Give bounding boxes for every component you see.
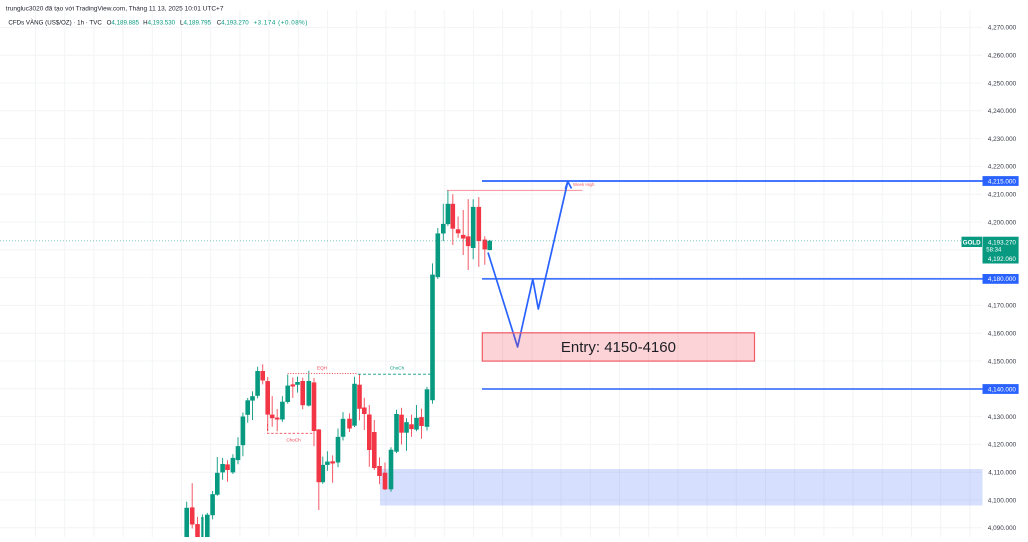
svg-text:4,110.000: 4,110.000 — [988, 470, 1016, 477]
svg-text:4,250.000: 4,250.000 — [988, 80, 1017, 87]
svg-text:4,240.000: 4,240.000 — [988, 108, 1017, 115]
svg-text:trungluc3020 đã tạo với Tradin: trungluc3020 đã tạo với TradingView.com,… — [6, 5, 224, 12]
svg-text:4,220.000: 4,220.000 — [988, 164, 1017, 171]
svg-text:Entry: 4150-4160: Entry: 4150-4160 — [561, 339, 676, 356]
svg-text:ChoCh: ChoCh — [286, 438, 301, 443]
svg-text:58:34: 58:34 — [986, 248, 1002, 254]
svg-text:4,170.000: 4,170.000 — [988, 303, 1017, 310]
svg-text:4,192.060: 4,192.060 — [988, 256, 1017, 263]
svg-text:4,230.000: 4,230.000 — [988, 136, 1017, 143]
svg-text:4,193.270: 4,193.270 — [988, 239, 1017, 246]
svg-text:4,200.000: 4,200.000 — [988, 219, 1017, 226]
svg-text:4,160.000: 4,160.000 — [988, 331, 1017, 338]
svg-text:4,180.000: 4,180.000 — [988, 276, 1017, 283]
svg-text:4,090.000: 4,090.000 — [988, 525, 1017, 532]
svg-text:4,270.000: 4,270.000 — [988, 25, 1017, 32]
svg-text:GOLD: GOLD — [963, 240, 981, 247]
svg-text:4,215.000: 4,215.000 — [988, 178, 1017, 185]
svg-text:4,260.000: 4,260.000 — [988, 53, 1017, 60]
svg-text:4,140.000: 4,140.000 — [988, 386, 1017, 393]
svg-text:Week High: Week High — [573, 182, 595, 187]
svg-text:EQH: EQH — [317, 366, 327, 371]
svg-text:4,120.000: 4,120.000 — [988, 442, 1017, 449]
svg-text:4,150.000: 4,150.000 — [988, 358, 1017, 365]
svg-text:4,100.000: 4,100.000 — [988, 497, 1017, 504]
svg-text:4,130.000: 4,130.000 — [988, 414, 1017, 421]
svg-text:ChoCh: ChoCh — [390, 366, 405, 371]
svg-text:4,210.000: 4,210.000 — [988, 192, 1017, 199]
